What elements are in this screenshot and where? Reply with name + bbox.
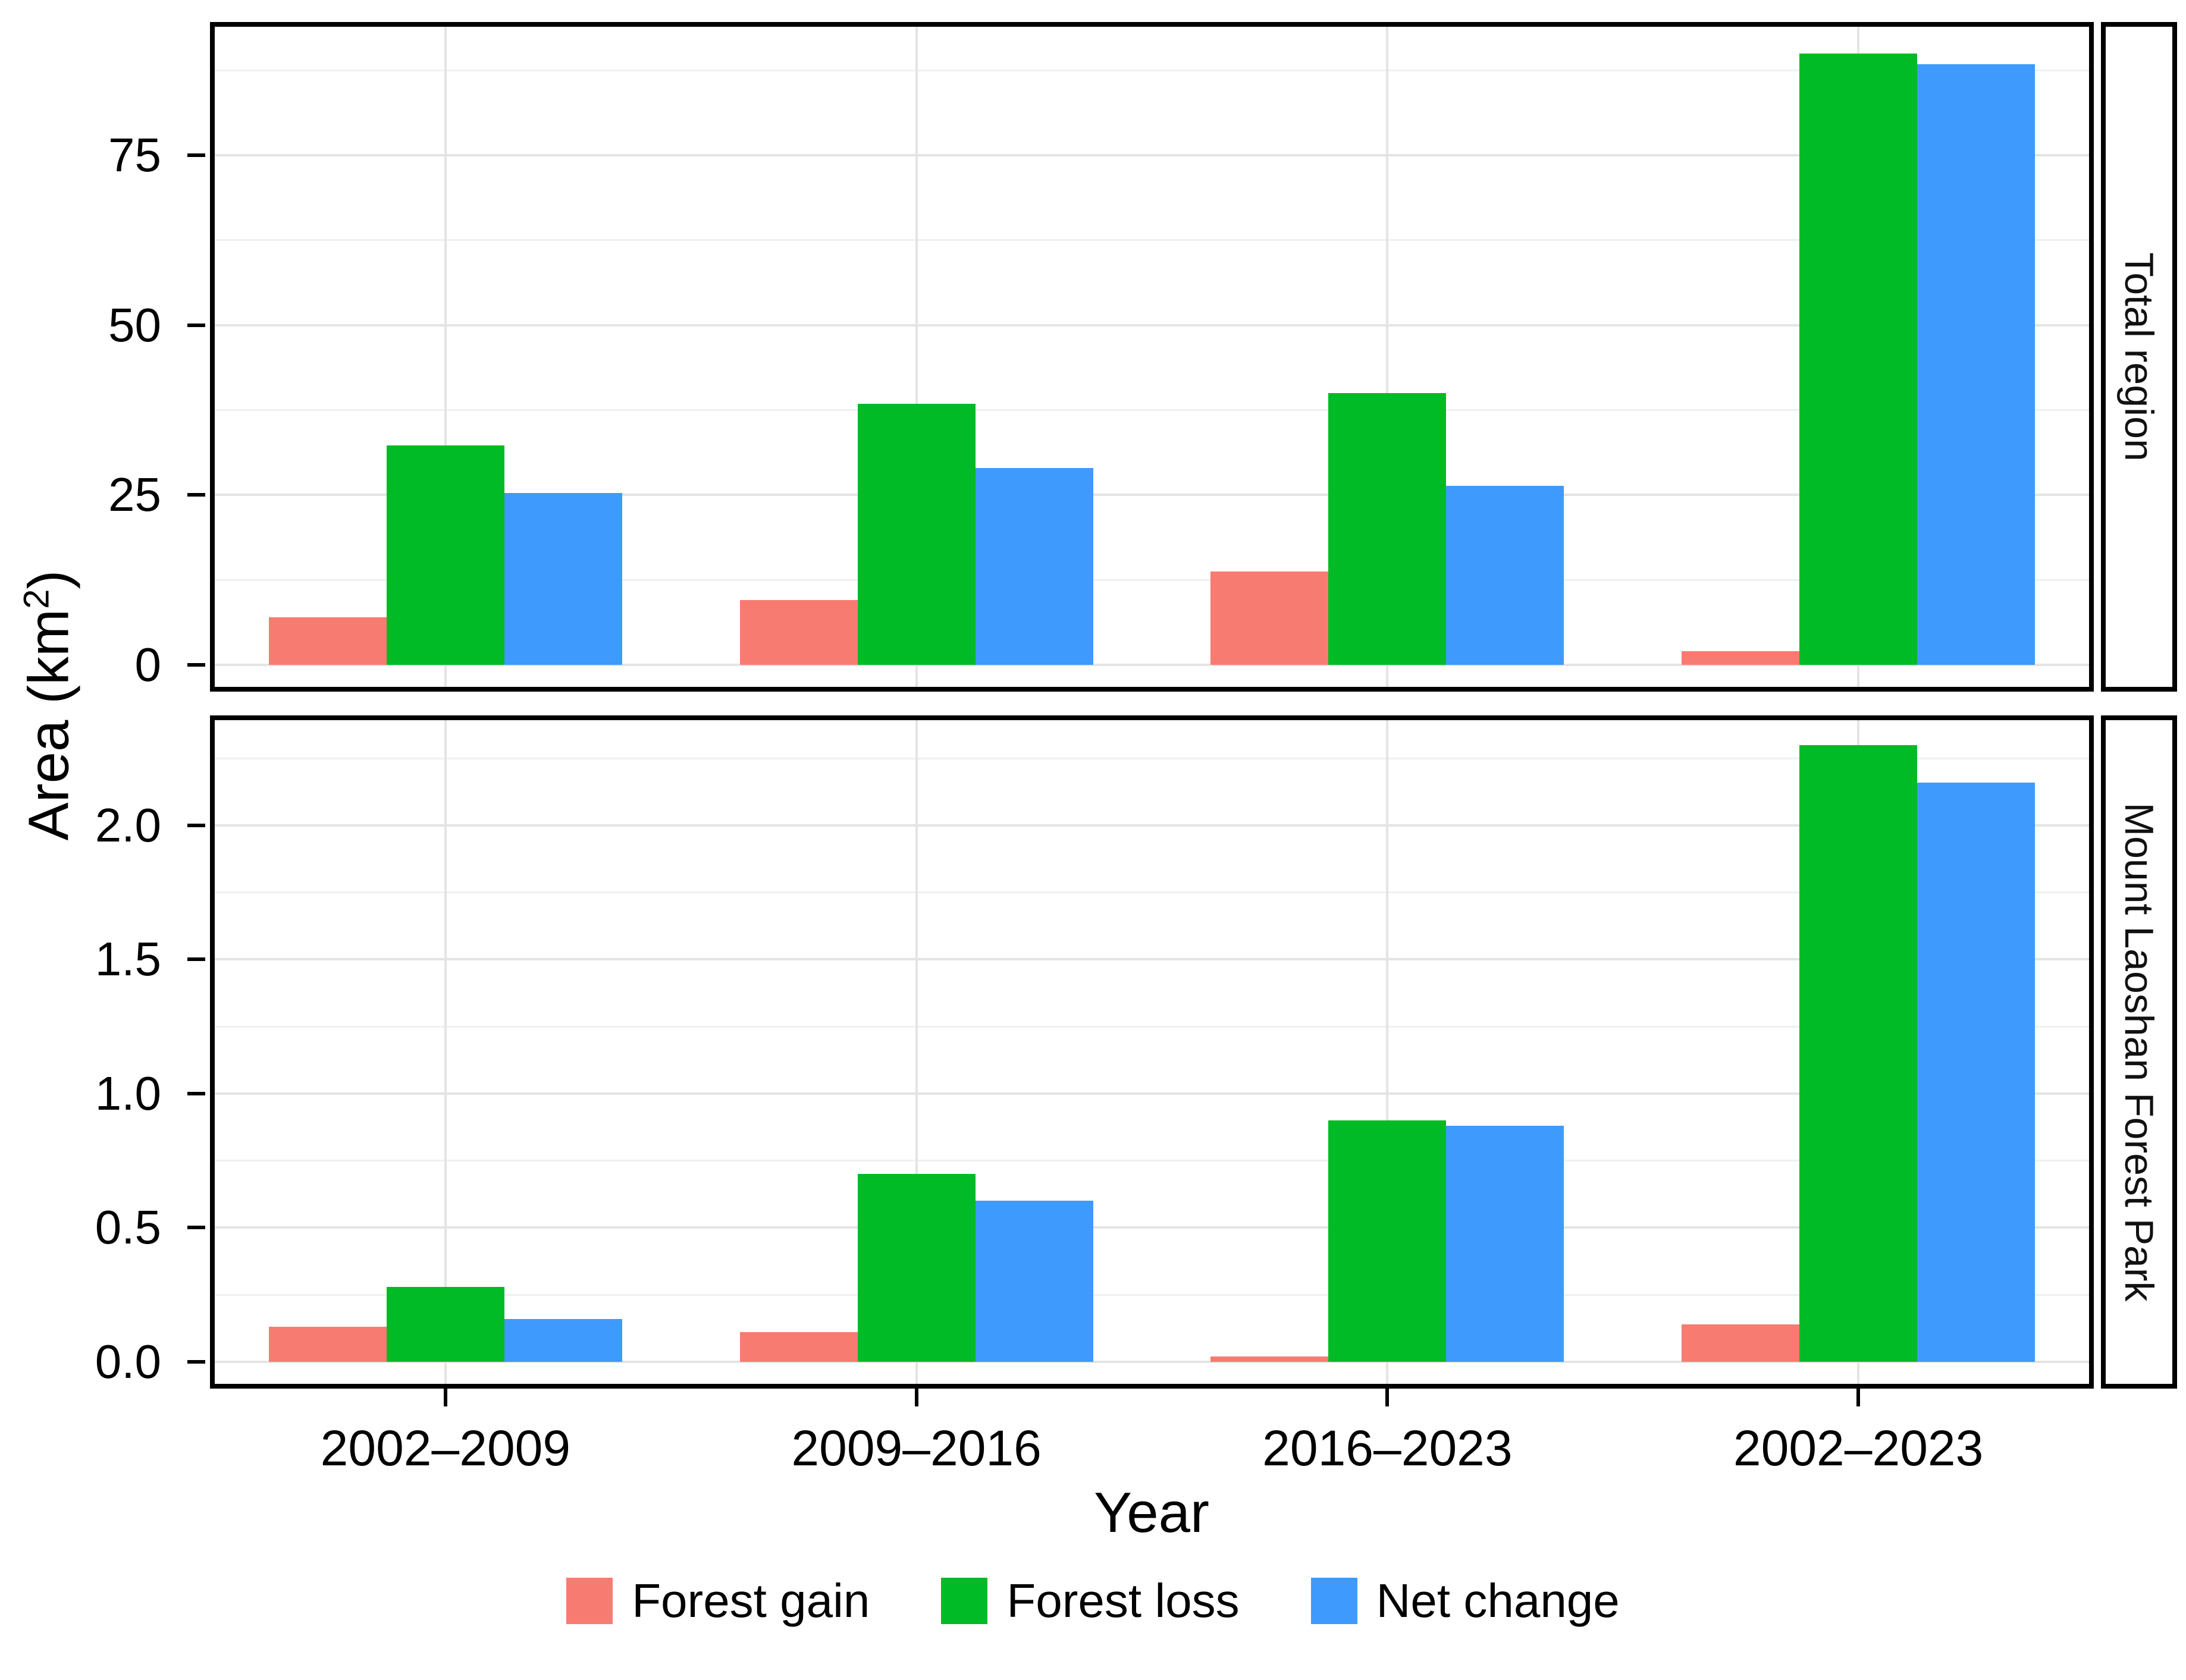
legend-label: Net change <box>1376 1574 1620 1627</box>
y-tick-mark <box>187 1091 205 1095</box>
y-axis-title: Area (km2) <box>16 570 81 841</box>
facet-panel: 0 25 50 75 <box>108 22 2094 692</box>
facet-strip-label: Mount Laoshan Forest Park <box>2116 802 2162 1302</box>
legend-swatch <box>1310 1578 1357 1624</box>
y-tick-mark <box>187 823 205 827</box>
y-tick-label: 1.5 <box>95 932 161 986</box>
facet-strip: Mount Laoshan Forest Park <box>2101 715 2177 1389</box>
x-major-gridline <box>915 22 918 692</box>
facet-strip: Total region <box>2101 22 2177 692</box>
bar-forest-loss <box>1799 745 1918 1362</box>
x-tick-mark <box>1856 1389 1861 1406</box>
y-tick-mark <box>187 1360 205 1364</box>
legend-item: Forest gain <box>566 1577 870 1625</box>
bar-forest-gain <box>739 600 858 665</box>
legend-swatch <box>941 1578 988 1624</box>
bar-forest-gain <box>1210 571 1329 665</box>
bar-net-change <box>1446 486 1564 665</box>
y-tick-label: 75 <box>108 128 161 181</box>
x-axis-title: Year <box>1094 1481 1209 1544</box>
major-gridline <box>210 324 2094 326</box>
bar-net-change <box>975 1201 1093 1362</box>
bar-forest-loss <box>857 404 976 665</box>
bar-net-change <box>1446 1126 1564 1362</box>
facet-panel: 0.0 0.5 1.0 1.5 2.0 <box>95 715 2094 1389</box>
bar-forest-loss <box>386 1286 504 1362</box>
y-tick-mark <box>187 1226 205 1230</box>
major-gridline <box>210 1092 2094 1095</box>
legend-item: Net change <box>1310 1574 1620 1627</box>
y-tick-label: 0.5 <box>95 1201 161 1254</box>
y-tick-mark <box>187 957 205 962</box>
facet-strip-label: Total region <box>2116 252 2162 461</box>
x-major-gridline <box>915 715 918 1389</box>
y-tick-mark <box>187 153 205 157</box>
x-tick-label: 2009–2016 <box>791 1420 1042 1476</box>
major-gridline <box>210 824 2094 827</box>
y-tick-mark <box>187 323 205 327</box>
legend-item: Forest loss <box>941 1574 1240 1627</box>
legend-label: Forest gain <box>632 1574 870 1627</box>
x-major-gridline <box>1386 22 1389 692</box>
x-major-gridline <box>444 22 447 692</box>
legend-label: Forest loss <box>1006 1574 1240 1627</box>
major-gridline <box>210 1361 2094 1363</box>
x-major-gridline <box>1386 715 1389 1389</box>
bar-net-change <box>504 492 622 665</box>
bar-net-change <box>1917 64 2036 665</box>
major-gridline <box>210 153 2094 156</box>
bar-forest-loss <box>1328 1120 1447 1362</box>
legend-swatch <box>566 1578 613 1624</box>
bar-forest-gain <box>268 1327 387 1362</box>
minor-gridline <box>210 891 2094 894</box>
major-gridline <box>210 1226 2094 1229</box>
y-tick-label: 0.0 <box>95 1335 161 1388</box>
bar-forest-loss <box>857 1174 976 1362</box>
x-tick-label: 2002–2009 <box>320 1420 571 1476</box>
major-gridline <box>210 664 2094 666</box>
bar-forest-gain <box>268 617 387 665</box>
x-tick-mark <box>443 1389 447 1406</box>
bar-forest-gain <box>1682 1324 1800 1362</box>
x-tick-label: 2016–2023 <box>1262 1420 1513 1476</box>
bar-forest-gain <box>739 1332 858 1362</box>
y-tick-mark <box>187 493 205 497</box>
bar-net-change <box>504 1318 622 1362</box>
minor-gridline <box>210 1025 2094 1028</box>
y-tick-label: 2.0 <box>95 798 161 852</box>
y-tick-label: 25 <box>108 468 161 522</box>
major-gridline <box>210 958 2094 961</box>
bar-net-change <box>1917 782 2036 1362</box>
y-tick-label: 50 <box>108 298 161 351</box>
minor-gridline <box>210 757 2094 759</box>
y-tick-label: 1.0 <box>95 1066 161 1120</box>
bar-forest-gain <box>1682 651 1800 665</box>
bar-forest-gain <box>1210 1356 1329 1362</box>
minor-gridline <box>210 409 2094 411</box>
major-gridline <box>210 494 2094 497</box>
y-tick-label: 0 <box>134 638 162 691</box>
minor-gridline <box>210 239 2094 241</box>
x-major-gridline <box>444 715 447 1389</box>
legend: Forest gain Forest loss Net change <box>0 1577 2186 1625</box>
bar-forest-loss <box>1328 392 1447 665</box>
bar-forest-loss <box>386 445 504 665</box>
bar-forest-loss <box>1799 53 1918 665</box>
x-tick-mark <box>1385 1389 1390 1406</box>
minor-gridline <box>210 69 2094 71</box>
minor-gridline <box>210 1293 2094 1296</box>
y-tick-mark <box>187 663 205 667</box>
bar-net-change <box>975 467 1093 665</box>
minor-gridline <box>210 1160 2094 1162</box>
x-tick-label: 2002–2023 <box>1733 1420 1984 1476</box>
x-tick-mark <box>914 1389 918 1406</box>
minor-gridline <box>210 579 2094 581</box>
